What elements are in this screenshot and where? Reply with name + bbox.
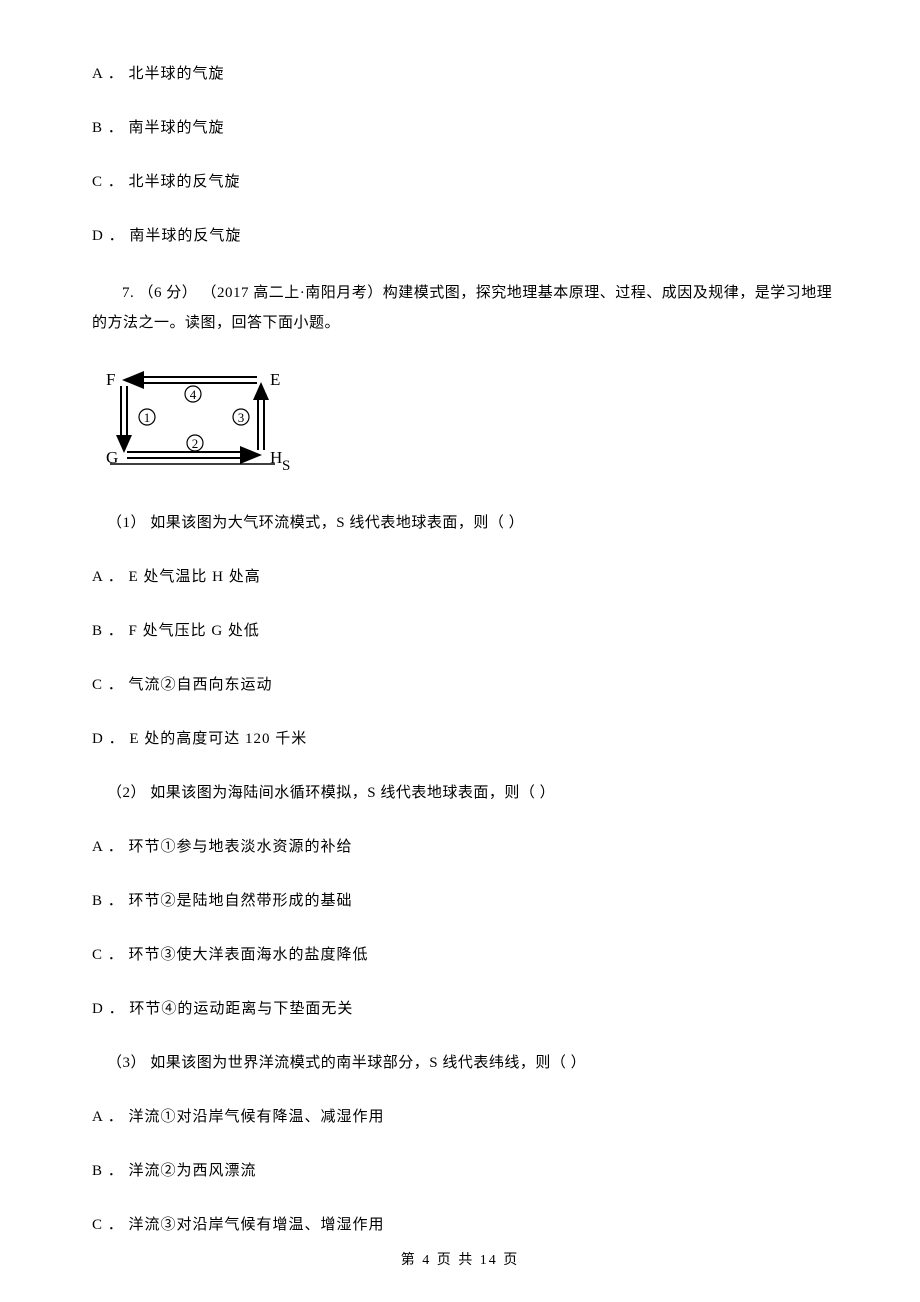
q7-sub1-option-b: B ． F 处气压比 G 处低	[92, 619, 840, 643]
label-1: 1	[139, 409, 155, 425]
label-e: E	[270, 370, 280, 389]
q6-option-a: A ． 北半球的气旋	[92, 62, 840, 86]
q6-option-b: B ． 南半球的气旋	[92, 116, 840, 140]
q7-sub3-question: （3） 如果该图为世界洋流模式的南半球部分，S 线代表纬线，则（ ）	[92, 1051, 840, 1075]
q7-intro: 7. （6 分） （2017 高二上·南阳月考）构建模式图，探究地理基本原理、过…	[92, 278, 840, 338]
q6-option-d: D ． 南半球的反气旋	[92, 224, 840, 248]
q7-sub2-option-c: C ． 环节③使大洋表面海水的盐度降低	[92, 943, 840, 967]
svg-text:4: 4	[190, 387, 197, 402]
label-f: F	[106, 370, 115, 389]
q7-sub2-option-a: A ． 环节①参与地表淡水资源的补给	[92, 835, 840, 859]
label-g: G	[106, 448, 118, 467]
q7-sub3-option-a: A ． 洋流①对沿岸气候有降温、减湿作用	[92, 1105, 840, 1129]
label-4: 4	[185, 386, 201, 402]
q6-option-c: C ． 北半球的反气旋	[92, 170, 840, 194]
q7-sub1-option-c: C ． 气流②自西向东运动	[92, 673, 840, 697]
q7-sub1-question: （1） 如果该图为大气环流模式，S 线代表地球表面，则（ ）	[92, 511, 840, 535]
svg-text:3: 3	[238, 410, 245, 425]
label-2: 2	[187, 435, 203, 451]
q7-sub3-option-c: C ． 洋流③对沿岸气候有增温、增湿作用	[92, 1213, 840, 1237]
q7-sub2-option-d: D ． 环节④的运动距离与下垫面无关	[92, 997, 840, 1021]
svg-text:1: 1	[144, 410, 151, 425]
arrow-right	[253, 382, 269, 450]
label-3: 3	[233, 409, 249, 425]
q7-sub2-option-b: B ． 环节②是陆地自然带形成的基础	[92, 889, 840, 913]
svg-text:2: 2	[192, 436, 199, 451]
q7-sub2-question: （2） 如果该图为海陆间水循环模拟，S 线代表地球表面，则（ ）	[92, 781, 840, 805]
q7-diagram: F E G H S 1 2 3 4	[92, 368, 840, 473]
arrow-left	[116, 386, 132, 453]
label-h: H	[270, 448, 282, 467]
q7-sub3-option-b: B ． 洋流②为西风漂流	[92, 1159, 840, 1183]
page-footer: 第 4 页 共 14 页	[0, 1250, 920, 1272]
q7-sub1-option-d: D ． E 处的高度可达 120 千米	[92, 727, 840, 751]
label-s: S	[282, 458, 290, 473]
q7-sub1-option-a: A ． E 处气温比 H 处高	[92, 565, 840, 589]
